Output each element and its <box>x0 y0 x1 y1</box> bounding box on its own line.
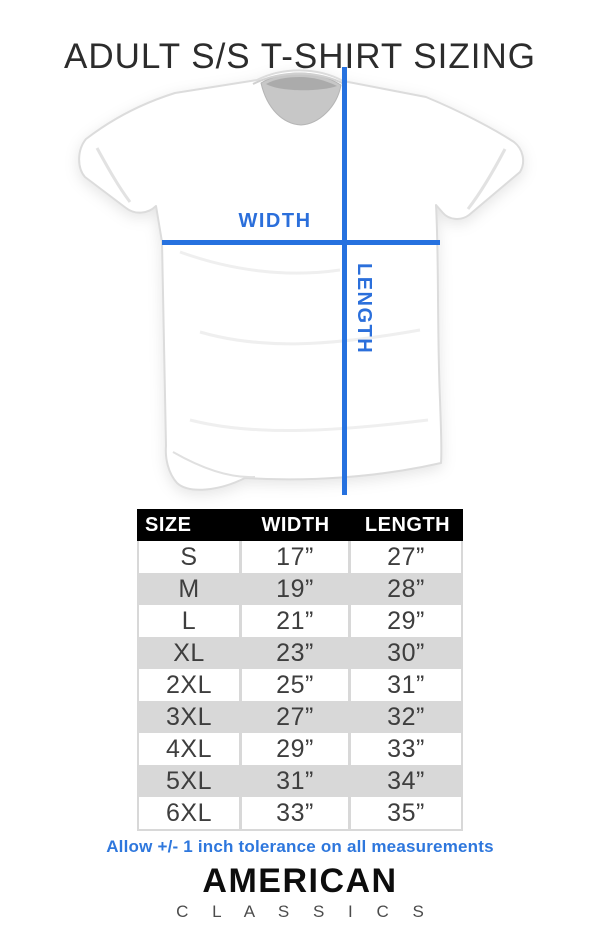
width-cell: 33” <box>242 797 348 829</box>
size-cell: 3XL <box>139 701 239 733</box>
width-label: WIDTH <box>238 210 312 232</box>
width-cell: 19” <box>242 573 348 605</box>
collar-inner-shadow <box>266 77 337 91</box>
width-cell: 29” <box>242 733 348 765</box>
wrinkle <box>179 250 341 275</box>
length-cell: 33” <box>351 733 461 765</box>
size-cell: L <box>139 605 239 637</box>
header-length: LENGTH <box>364 513 451 536</box>
table-row: 2XL 25” 31” <box>139 669 461 701</box>
width-measure-line <box>162 240 440 245</box>
size-cell: S <box>139 541 239 573</box>
width-cell: 23” <box>242 637 348 669</box>
hem-fold-line <box>172 451 256 479</box>
size-table-body: S 17” 27” M 19” 28” L 21” 29” XL 23” 30” 2XL 25” 31” 3X… <box>137 541 463 831</box>
size-table: SIZE WIDTH LENGTH S 17” 27” M 19” 28” L 21” 29” X… <box>137 509 463 831</box>
table-row: M 19” 28” <box>139 573 461 605</box>
length-cell: 28” <box>351 573 461 605</box>
size-table-header: SIZE WIDTH LENGTH <box>137 509 463 541</box>
length-label: LENGTH <box>353 263 375 355</box>
size-cell: 4XL <box>139 733 239 765</box>
brand-logo: AMERICAN C L A S S I C S <box>0 862 600 922</box>
table-row: 6XL 33” 35” <box>139 797 461 829</box>
left-cuff-seam <box>95 147 132 203</box>
collar-band <box>252 72 347 86</box>
brand-name: AMERICAN <box>202 862 398 900</box>
width-cell: 25” <box>242 669 348 701</box>
length-cell: 34” <box>351 765 461 797</box>
length-cell: 31” <box>351 669 461 701</box>
width-cell: 21” <box>242 605 348 637</box>
length-cell: 32” <box>351 701 461 733</box>
header-size: SIZE <box>145 513 192 536</box>
tshirt-outline <box>78 69 525 491</box>
tshirt-image <box>78 69 525 491</box>
size-cell: 6XL <box>139 797 239 829</box>
length-cell: 35” <box>351 797 461 829</box>
tolerance-note: Allow +/- 1 inch tolerance on all measur… <box>106 837 494 856</box>
wrinkle <box>189 418 429 433</box>
length-cell: 27” <box>351 541 461 573</box>
length-measure-line <box>342 67 347 495</box>
right-cuff-seam <box>466 148 507 210</box>
length-cell: 29” <box>351 605 461 637</box>
size-cell: 5XL <box>139 765 239 797</box>
length-cell: 30” <box>351 637 461 669</box>
size-cell: 2XL <box>139 669 239 701</box>
size-cell: XL <box>139 637 239 669</box>
header-width: WIDTH <box>261 513 330 536</box>
table-row: 5XL 31” 34” <box>139 765 461 797</box>
wrinkle <box>199 328 421 346</box>
table-row: L 21” 29” <box>139 605 461 637</box>
width-cell: 31” <box>242 765 348 797</box>
brand-subname: C L A S S I C S <box>176 902 434 921</box>
table-row: 3XL 27” 32” <box>139 701 461 733</box>
table-row: 4XL 29” 33” <box>139 733 461 765</box>
width-cell: 17” <box>242 541 348 573</box>
table-row: S 17” 27” <box>139 541 461 573</box>
size-cell: M <box>139 573 239 605</box>
width-cell: 27” <box>242 701 348 733</box>
table-row: XL 23” 30” <box>139 637 461 669</box>
